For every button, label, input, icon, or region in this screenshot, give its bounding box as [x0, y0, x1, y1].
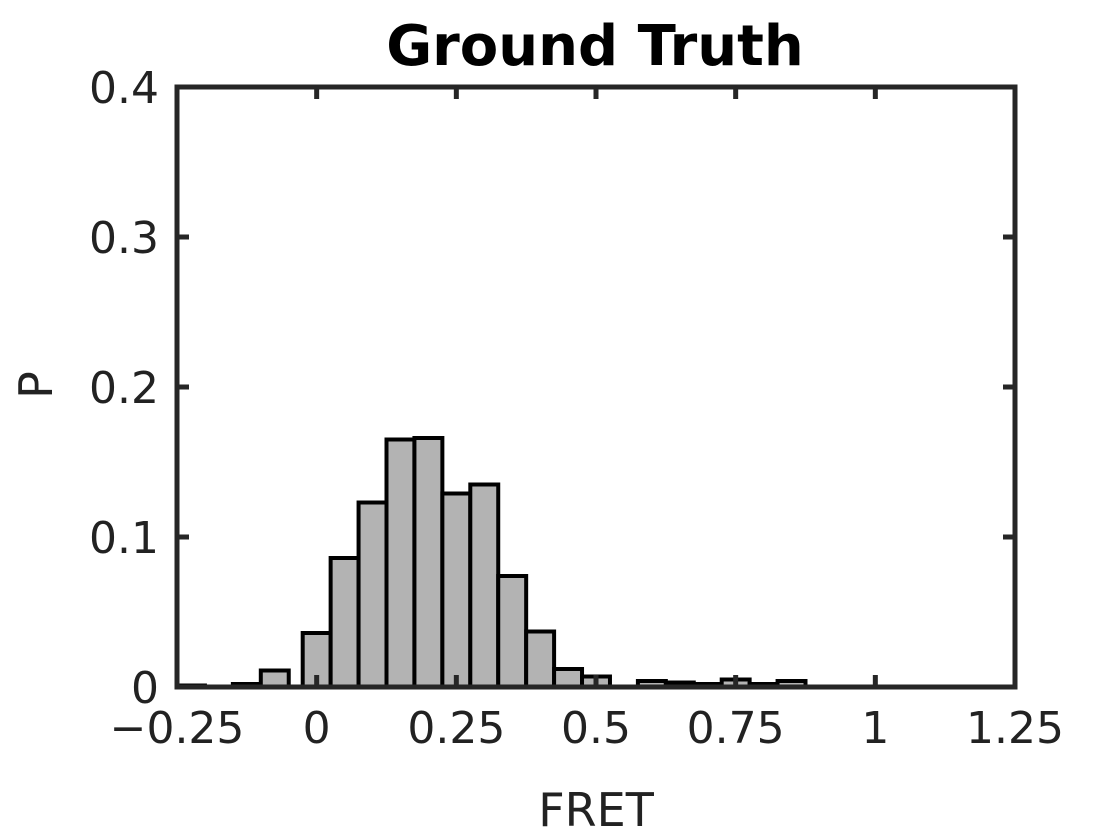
y-tick-label: 0 [131, 663, 159, 714]
x-tick-label: 0.25 [407, 703, 505, 754]
y-tick-label: 0.1 [89, 513, 159, 564]
bars-group [175, 436, 808, 689]
x-axis-label: FRET [538, 783, 654, 837]
histogram-bar [524, 629, 557, 689]
histogram-bar [384, 437, 417, 689]
x-tick-label: 0.5 [561, 703, 631, 754]
x-tick-label: 1 [861, 703, 889, 754]
y-tick-label: 0.2 [89, 363, 159, 414]
y-tick-label: 0.3 [89, 213, 159, 264]
histogram-bar [440, 491, 473, 689]
x-tick-label: 0 [303, 703, 331, 754]
y-axis-label: P [9, 371, 63, 399]
histogram-bar [356, 500, 389, 689]
chart-title: Ground Truth [386, 14, 804, 79]
x-tick-label: 1.25 [966, 703, 1064, 754]
x-tick-label: −0.25 [110, 703, 245, 754]
plot-frame [174, 84, 1018, 690]
histogram-bar [552, 667, 585, 689]
histogram-bar [468, 482, 501, 689]
histogram-bar [412, 436, 445, 689]
histogram-bar [328, 556, 361, 689]
histogram-bar [496, 574, 529, 689]
x-tick-label: 0.75 [687, 703, 785, 754]
y-tick-label: 0.4 [89, 63, 159, 114]
